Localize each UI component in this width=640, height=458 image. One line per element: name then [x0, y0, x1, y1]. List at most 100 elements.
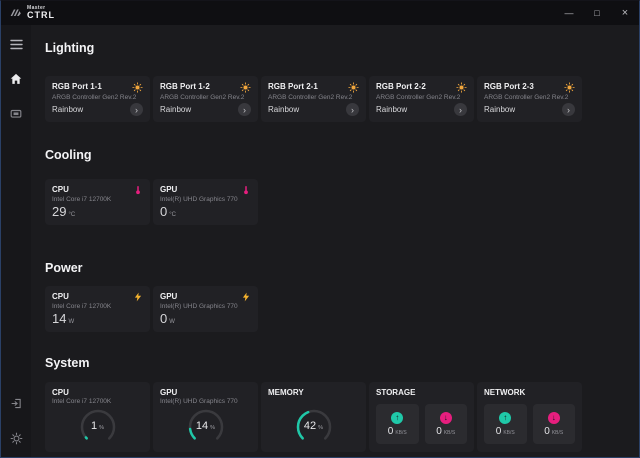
- chevron-right-icon[interactable]: ›: [238, 103, 251, 116]
- card-subtitle: Intel Core i7 12700K: [52, 303, 112, 310]
- card-subtitle: ARGB Controller Gen2 Rev.2: [268, 94, 353, 101]
- cpu-usage-value: 1: [90, 419, 98, 432]
- brand-name-large: CTRL: [27, 10, 55, 20]
- power-unit: W: [169, 319, 175, 325]
- card-subtitle: ARGB Controller Gen2 Rev.2: [376, 94, 461, 101]
- temperature-value: 29: [52, 204, 67, 219]
- card-title: GPU: [160, 388, 178, 397]
- bulb-icon: [240, 82, 251, 93]
- lighting-card-rgb-port-2-3[interactable]: RGB Port 2-3 ARGB Controller Gen2 Rev.2: [477, 76, 582, 122]
- brand: Master CTRL: [1, 6, 55, 20]
- minimize-button[interactable]: —: [564, 8, 574, 18]
- power-section-title: Power: [45, 261, 83, 275]
- gpu-usage-gauge: 14 %: [186, 407, 226, 446]
- power-value: 0: [160, 311, 168, 326]
- system-card-network: NETWORK ↑ 0 KB/S ↓ 0: [477, 382, 582, 452]
- lighting-card-rgb-port-2-1[interactable]: RGB Port 2-1 ARGB Controller Gen2 Rev.2: [261, 76, 366, 122]
- chevron-right-icon[interactable]: ›: [562, 103, 575, 116]
- system-card-storage: STORAGE ↑ 0 KB/S ↓ 0: [369, 382, 474, 452]
- cooling-card-row: CPU Intel Core i7 12700K 29 °C GPU: [45, 179, 625, 225]
- temperature-unit: °C: [68, 212, 76, 218]
- lighting-card-row: RGB Port 1-1 ARGB Controller Gen2 Rev.2: [45, 76, 625, 122]
- card-title: NETWORK: [484, 388, 526, 397]
- lighting-card-rgb-port-1-2[interactable]: RGB Port 1-2 ARGB Controller Gen2 Rev.2: [153, 76, 258, 122]
- storage-write-unit: KB/S: [443, 429, 456, 436]
- power-unit: W: [68, 319, 75, 325]
- lighting-mode-label: Rainbow: [376, 105, 408, 114]
- bolt-icon: [242, 292, 250, 302]
- sidebar: [1, 25, 31, 457]
- app-logo: [10, 8, 21, 16]
- bulb-icon: [132, 82, 143, 93]
- arrow-up-icon: ↑: [391, 411, 404, 424]
- card-subtitle: Intel Core i7 12700K: [52, 398, 112, 405]
- network-download-tile: ↓ 0 KB/S: [532, 404, 575, 444]
- system-section-title: System: [45, 356, 90, 370]
- cooling-card-gpu: GPU Intel(R) UHD Graphics 770 0 °C: [153, 179, 258, 225]
- bulb-icon: [348, 82, 359, 93]
- settings-gear-icon[interactable]: [7, 429, 25, 447]
- window-controls: — □ ×: [555, 1, 639, 25]
- card-title: RGB Port 1-2: [160, 82, 210, 91]
- network-download-unit: KB/S: [551, 429, 564, 436]
- lighting-mode-label: Rainbow: [268, 105, 300, 114]
- card-title: CPU: [52, 185, 69, 194]
- lighting-mode-label: Rainbow: [484, 105, 516, 114]
- storage-read-unit: KB/S: [395, 429, 407, 436]
- network-upload-unit: KB/S: [503, 429, 515, 436]
- memory-usage-unit: %: [318, 424, 324, 431]
- system-card-cpu: CPU Intel Core i7 12700K 1 %: [45, 382, 150, 452]
- temperature-value: 0: [160, 204, 168, 219]
- system-card-memory: MEMORY 42 %: [261, 382, 366, 452]
- home-icon[interactable]: [7, 70, 25, 88]
- temperature-unit: °C: [169, 212, 176, 218]
- card-title: MEMORY: [268, 388, 304, 397]
- close-button[interactable]: ×: [621, 7, 629, 19]
- power-value: 14: [52, 311, 67, 326]
- cpu-usage-gauge: 1 %: [78, 407, 118, 446]
- storage-write-value: 0: [436, 425, 442, 437]
- storage-read-value: 0: [387, 425, 394, 437]
- card-title: RGB Port 2-3: [484, 82, 534, 91]
- power-card-gpu: GPU Intel(R) UHD Graphics 770 0 W: [153, 286, 258, 332]
- lighting-mode-label: Rainbow: [52, 105, 84, 114]
- network-upload-value: 0: [495, 425, 502, 437]
- card-title: RGB Port 2-2: [376, 82, 426, 91]
- lighting-card-rgb-port-2-2[interactable]: RGB Port 2-2 ARGB Controller Gen2 Rev.2: [369, 76, 474, 122]
- card-subtitle: [268, 398, 359, 406]
- main-content: Lighting RGB Port 1-1: [31, 25, 639, 457]
- card-title: GPU: [160, 185, 178, 194]
- gpu-usage-value: 14: [195, 419, 209, 432]
- card-subtitle: Intel(R) UHD Graphics 770: [160, 303, 238, 310]
- lighting-card-rgb-port-1-1[interactable]: RGB Port 1-1 ARGB Controller Gen2 Rev.2: [45, 76, 150, 122]
- chevron-right-icon[interactable]: ›: [454, 103, 467, 116]
- card-subtitle: Intel(R) UHD Graphics 770: [160, 398, 238, 405]
- cooling-section-title: Cooling: [45, 148, 92, 162]
- storage-write-tile: ↓ 0 KB/S: [424, 404, 467, 444]
- sign-in-icon[interactable]: [7, 394, 25, 412]
- card-title: GPU: [160, 292, 178, 301]
- card-subtitle: ARGB Controller Gen2 Rev.2: [160, 94, 245, 101]
- power-card-row: CPU Intel Core i7 12700K 14 W GPU: [45, 286, 625, 332]
- card-subtitle: ARGB Controller Gen2 Rev.2: [484, 94, 569, 101]
- card-title: CPU: [52, 292, 69, 301]
- system-card-row: CPU Intel Core i7 12700K 1 %: [45, 382, 625, 452]
- devices-icon[interactable]: [7, 105, 25, 123]
- lighting-section-title: Lighting: [45, 41, 95, 55]
- maximize-button[interactable]: □: [594, 8, 600, 18]
- card-title: CPU: [52, 388, 69, 397]
- cpu-usage-unit: %: [99, 424, 104, 431]
- cooling-card-cpu: CPU Intel Core i7 12700K 29 °C: [45, 179, 150, 225]
- bulb-icon: [456, 82, 467, 93]
- power-card-cpu: CPU Intel Core i7 12700K 14 W: [45, 286, 150, 332]
- menu-icon[interactable]: [7, 35, 25, 53]
- chevron-right-icon[interactable]: ›: [130, 103, 143, 116]
- gpu-usage-unit: %: [210, 424, 216, 431]
- chevron-right-icon[interactable]: ›: [346, 103, 359, 116]
- card-title: RGB Port 2-1: [268, 82, 318, 91]
- titlebar[interactable]: Master CTRL — □ ×: [1, 1, 639, 25]
- bolt-icon: [134, 292, 142, 302]
- network-download-value: 0: [544, 425, 550, 437]
- memory-usage-gauge: 42 %: [294, 407, 334, 446]
